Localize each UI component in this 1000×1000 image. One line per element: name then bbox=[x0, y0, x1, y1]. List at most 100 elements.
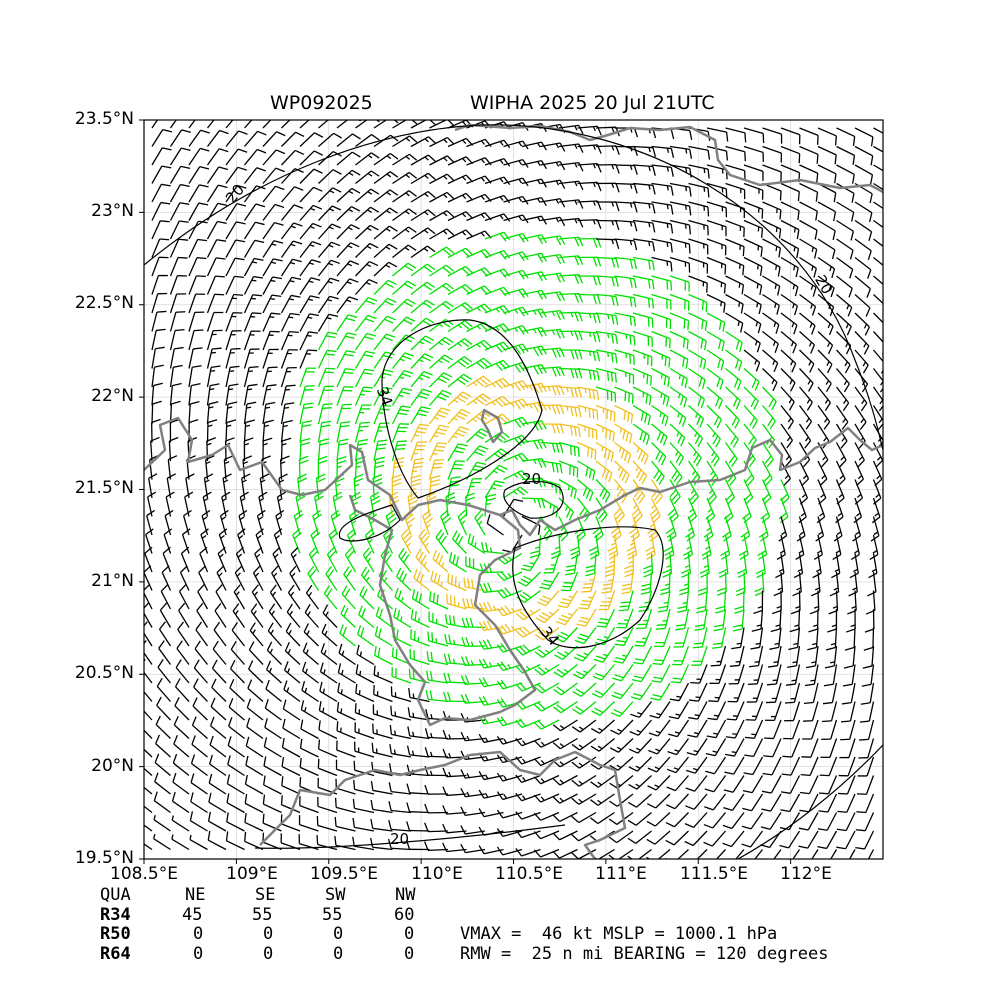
wind-barb bbox=[643, 553, 654, 578]
wind-barb bbox=[447, 573, 467, 592]
wind-barb bbox=[521, 438, 547, 450]
wind-barb bbox=[144, 677, 153, 702]
wind-barb bbox=[299, 222, 322, 240]
wind-barb bbox=[503, 398, 529, 410]
wind-barb bbox=[628, 738, 652, 754]
wind-barb bbox=[540, 160, 566, 171]
wind-barb bbox=[780, 293, 798, 316]
wind-barb bbox=[281, 120, 291, 129]
wind-barb bbox=[706, 127, 729, 142]
wind-barb bbox=[558, 161, 584, 172]
wind-barb bbox=[817, 164, 837, 184]
wind-barb bbox=[595, 201, 620, 212]
wind-barb bbox=[819, 756, 838, 777]
lon-label-110.5: 110.5°E bbox=[495, 864, 563, 884]
wind-barb bbox=[862, 645, 875, 669]
wind-barb bbox=[396, 567, 412, 591]
wind-barb bbox=[762, 182, 782, 201]
wind-barb bbox=[428, 442, 448, 462]
wind-barb bbox=[685, 775, 708, 792]
wind-barb bbox=[226, 793, 245, 814]
wind-barb bbox=[543, 553, 560, 574]
wind-barb bbox=[723, 793, 745, 811]
wind-barb bbox=[206, 129, 229, 147]
wind-barb bbox=[280, 258, 302, 277]
wind-barb bbox=[796, 516, 806, 542]
wind-barb bbox=[558, 460, 579, 478]
wind-barb bbox=[227, 755, 245, 777]
wind-barb bbox=[628, 775, 652, 790]
row-r50-sw: 0 bbox=[333, 924, 344, 944]
wind-barb bbox=[355, 134, 380, 148]
wind-barb bbox=[735, 849, 745, 859]
wind-barb bbox=[244, 831, 264, 851]
wind-barb bbox=[666, 793, 689, 810]
wind-barb bbox=[443, 653, 467, 666]
wind-barb bbox=[281, 131, 305, 147]
wind-barb bbox=[466, 357, 492, 370]
wind-barb bbox=[872, 386, 883, 412]
wind-barb bbox=[484, 139, 511, 149]
wind-barb bbox=[214, 602, 227, 628]
wind-barb bbox=[515, 792, 541, 802]
wind-barb bbox=[854, 294, 871, 317]
wind-barb bbox=[578, 590, 597, 610]
wind-barb bbox=[360, 566, 375, 591]
wind-barb bbox=[301, 680, 319, 703]
wind-barb bbox=[595, 423, 615, 442]
wind-barb bbox=[153, 814, 171, 832]
wind-barb bbox=[188, 202, 209, 221]
wind-barb bbox=[151, 346, 165, 369]
wind-barb bbox=[703, 830, 726, 847]
wind-barb bbox=[762, 386, 777, 411]
wind-barb bbox=[374, 626, 393, 647]
wind-barb bbox=[798, 830, 819, 849]
wind-barb bbox=[371, 742, 393, 758]
wind-barb bbox=[614, 330, 636, 346]
wind-barb bbox=[410, 190, 436, 203]
wind-barb bbox=[354, 350, 376, 369]
wind-barb bbox=[520, 553, 542, 572]
wind-barb bbox=[577, 312, 601, 324]
lat-label-23.5: 23.5°N bbox=[74, 109, 134, 129]
wind-barb bbox=[558, 478, 577, 499]
wind-barb bbox=[574, 627, 597, 645]
wind-barb bbox=[820, 738, 838, 759]
wind-barb bbox=[447, 302, 473, 314]
wind-barb bbox=[280, 222, 303, 240]
wind-barb bbox=[336, 278, 359, 295]
wind-barb bbox=[206, 329, 223, 351]
wind-barb bbox=[392, 135, 418, 148]
wind-barb bbox=[651, 423, 668, 446]
wind-barb bbox=[540, 347, 565, 358]
wind-barb bbox=[354, 703, 375, 721]
wind-barb bbox=[169, 129, 191, 147]
wind-barb bbox=[188, 293, 206, 314]
wind-barb bbox=[373, 120, 399, 129]
row-r64-ne: 0 bbox=[193, 944, 204, 964]
wind-barb bbox=[281, 737, 301, 758]
wind-barb bbox=[799, 331, 816, 354]
wind-barb bbox=[452, 530, 467, 554]
rmw-bearing-line: RMW = 25 n mi BEARING = 120 degrees bbox=[460, 944, 829, 964]
wind-barb bbox=[151, 418, 161, 443]
wind-barb bbox=[318, 241, 341, 258]
wind-barb bbox=[669, 182, 692, 197]
wind-barb bbox=[515, 774, 541, 784]
wind-barb bbox=[614, 423, 633, 444]
wind-barb bbox=[151, 256, 169, 277]
wind-barb bbox=[275, 509, 285, 536]
wind-barb bbox=[193, 678, 208, 702]
wind-barb bbox=[632, 164, 656, 176]
wind-barb bbox=[824, 645, 838, 669]
wind-barb bbox=[426, 491, 437, 517]
wind-barb bbox=[281, 757, 301, 777]
wind-barb bbox=[706, 367, 724, 390]
wind-barb bbox=[201, 509, 211, 536]
wind-barb bbox=[252, 565, 264, 591]
wind-barb bbox=[743, 145, 764, 162]
wind-barb bbox=[836, 368, 850, 393]
wind-barb bbox=[596, 608, 616, 628]
wind-barb bbox=[640, 571, 653, 595]
wind-barb bbox=[447, 229, 474, 240]
